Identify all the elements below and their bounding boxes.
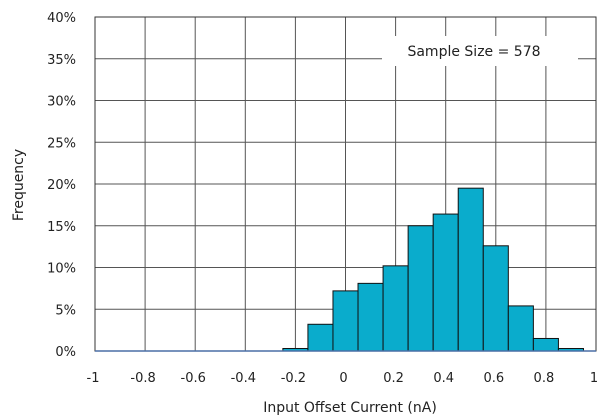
x-tick-label: 0.4: [433, 371, 454, 386]
x-tick-labels: -1 -0.8 -0.6 -0.4 -0.2 0 0.2 0.4 0.6 0.8 1: [87, 371, 599, 386]
sample-size-annotation: Sample Size = 578: [407, 44, 540, 60]
histogram-bar: [382, 265, 409, 352]
x-tick-label: -0.8: [130, 371, 155, 386]
histogram-bar: [332, 290, 359, 352]
histogram-bar: [307, 323, 334, 352]
x-axis-title: Input Offset Current (nA): [263, 400, 437, 416]
histogram-bar: [432, 213, 459, 352]
histogram-bar: [507, 305, 534, 352]
y-tick-label: 20%: [47, 178, 76, 193]
histogram-bar: [457, 187, 484, 352]
x-tick-label: -0.4: [231, 371, 256, 386]
y-tick-label: 40%: [47, 11, 76, 26]
x-tick-label: 0.8: [534, 371, 555, 386]
histogram-bar: [482, 245, 509, 352]
y-tick-label: 35%: [47, 53, 76, 68]
x-tick-label: -0.2: [281, 371, 306, 386]
annotation-box: Sample Size = 578: [382, 36, 578, 66]
histogram-bar: [357, 282, 384, 352]
histogram-bar: [407, 225, 434, 352]
y-tick-label: 25%: [47, 136, 76, 151]
y-tick-label: 15%: [47, 220, 76, 235]
x-tick-label: -0.6: [181, 371, 206, 386]
y-tick-labels: 0% 5% 10% 15% 20% 25% 30% 35% 40%: [47, 11, 76, 360]
y-tick-label: 30%: [47, 95, 76, 110]
x-tick-label: 0.6: [483, 371, 504, 386]
x-tick-label: 0: [339, 371, 347, 386]
histogram-bars: [282, 187, 584, 352]
y-tick-label: 0%: [55, 345, 76, 360]
histogram-bar: [532, 337, 559, 352]
y-axis-title: Frequency: [11, 149, 27, 221]
y-tick-label: 10%: [47, 262, 76, 277]
y-tick-label: 5%: [55, 303, 76, 318]
x-tick-label: -1: [87, 371, 100, 386]
x-tick-label: 1: [590, 371, 598, 386]
x-tick-label: 0.2: [383, 371, 404, 386]
